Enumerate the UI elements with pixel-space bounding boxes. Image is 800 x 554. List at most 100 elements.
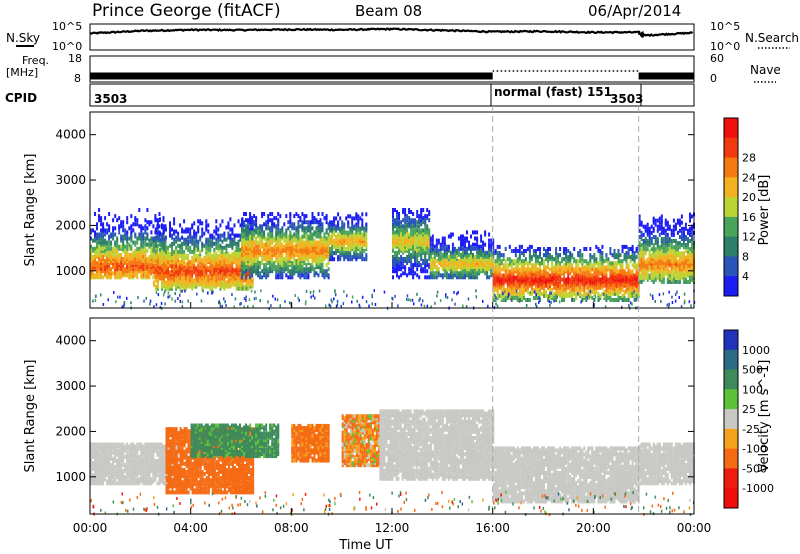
power-cell	[474, 242, 476, 247]
power-cell	[305, 214, 308, 219]
power-cell	[267, 252, 270, 257]
power-cell	[181, 266, 184, 271]
power-cell	[215, 219, 218, 224]
power-cell	[142, 267, 145, 272]
power-cell	[317, 246, 320, 251]
power-cell	[323, 242, 326, 247]
power-cell	[571, 285, 574, 290]
power-cell	[104, 265, 107, 270]
power-cell	[154, 249, 157, 254]
power-cell	[116, 275, 119, 280]
power-cell	[623, 244, 626, 249]
power-cell	[233, 249, 236, 254]
power-cell	[573, 285, 576, 290]
power-cell	[392, 254, 394, 259]
power-cell	[331, 222, 334, 227]
power-cell	[92, 271, 94, 276]
power-cell	[217, 233, 220, 238]
power-cell	[305, 275, 308, 280]
power-cell	[293, 214, 296, 219]
power-cell	[581, 298, 584, 302]
power-cell	[543, 289, 545, 294]
power-cell	[171, 241, 173, 246]
power-cell	[644, 241, 647, 246]
power-cell	[613, 275, 616, 280]
power-cell	[195, 243, 198, 248]
power-cell	[642, 241, 645, 246]
power-cell	[191, 256, 194, 261]
power-cell	[640, 237, 643, 241]
power-cell	[251, 276, 254, 281]
power-cell	[207, 256, 210, 261]
power-cell	[426, 232, 429, 237]
power-cell	[345, 240, 348, 245]
power-cell	[631, 263, 634, 268]
power-cell	[339, 240, 342, 245]
power-cell	[257, 257, 260, 261]
power-cell	[516, 281, 519, 286]
power-cell	[341, 236, 344, 241]
power-cell	[98, 250, 101, 255]
power-cell	[154, 218, 157, 223]
power-cell	[297, 267, 300, 272]
power-cell	[179, 260, 182, 265]
power-cell	[532, 265, 535, 270]
power-cell	[205, 252, 208, 256]
power-cell	[605, 289, 608, 294]
power-cell	[424, 246, 427, 251]
power-cell	[410, 236, 413, 241]
power-cell	[490, 267, 493, 272]
power-cell	[520, 251, 523, 256]
power-cell	[120, 246, 123, 251]
power-cell	[601, 285, 604, 290]
power-cell	[543, 271, 545, 276]
power-cell	[486, 250, 489, 255]
power-cell	[269, 250, 272, 255]
power-cell	[96, 271, 98, 276]
power-cell	[209, 266, 212, 271]
power-cell	[142, 248, 145, 253]
power-cell	[108, 212, 111, 216]
power-cell	[299, 236, 302, 241]
power-cell	[646, 269, 649, 274]
power-cell	[118, 246, 121, 251]
power-cell	[593, 281, 596, 286]
power-cell	[563, 251, 566, 256]
power-cell	[281, 252, 284, 257]
power-cell	[347, 236, 350, 241]
power-cell	[642, 269, 645, 274]
power-cell	[277, 242, 280, 247]
power-cell	[498, 293, 501, 298]
power-cell	[275, 246, 278, 251]
power-cell	[439, 250, 442, 255]
power-cell	[223, 280, 226, 285]
power-cell	[273, 252, 276, 257]
power-cell	[251, 230, 254, 235]
power-cell	[233, 252, 236, 256]
power-cell	[163, 284, 165, 289]
power-cell	[247, 257, 249, 261]
power-cell	[321, 252, 324, 257]
power-cell	[317, 263, 320, 268]
power-cell	[315, 257, 318, 261]
power-cell	[543, 275, 545, 280]
power-cell	[532, 287, 535, 292]
power-cell	[585, 261, 588, 266]
power-cell	[524, 271, 527, 276]
power-cell	[130, 230, 133, 235]
power-cell	[142, 232, 145, 237]
power-cell	[299, 254, 302, 259]
power-cell	[187, 235, 190, 240]
power-cell	[625, 251, 628, 256]
power-cell	[235, 245, 238, 250]
power-cell	[128, 246, 131, 251]
power-cell	[355, 257, 358, 262]
power-cell	[623, 269, 626, 274]
power-cell	[245, 242, 247, 247]
power-cell	[418, 275, 421, 280]
power-cell	[361, 222, 364, 227]
power-cell	[404, 267, 407, 272]
power-cell	[327, 238, 330, 243]
power-cell	[462, 257, 464, 261]
power-cell	[301, 257, 304, 261]
